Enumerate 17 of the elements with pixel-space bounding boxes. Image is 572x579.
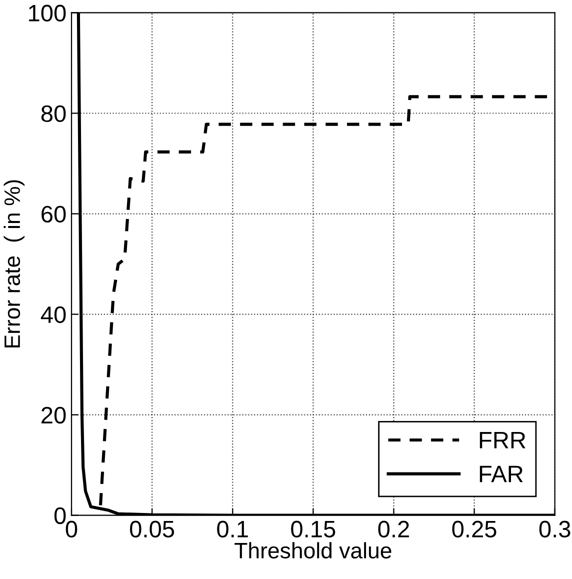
y-tick-label: 0 — [54, 507, 66, 524]
x-tick-label: 0.3 — [539, 520, 570, 538]
x-tick-label: 0.2 — [378, 520, 409, 538]
y-axis-title: Error rate ( in %) — [4, 180, 24, 348]
x-tick-label: 0.15 — [291, 520, 336, 538]
legend-label: FAR — [480, 466, 523, 482]
x-axis-title: Threshold value — [234, 542, 392, 559]
x-tick-label: 0.05 — [130, 520, 174, 538]
x-tick-label: 0.25 — [452, 520, 496, 538]
legend-label: FRR — [480, 432, 526, 448]
y-tick-label: 100 — [29, 4, 66, 22]
y-tick-label: 60 — [42, 206, 66, 223]
y-tick-label: 80 — [41, 105, 66, 122]
y-tick-label: 20 — [42, 406, 66, 424]
x-tick-label: 0.1 — [217, 520, 248, 538]
x-tick-label: 0 — [66, 520, 78, 538]
y-tick-label: 40 — [40, 306, 66, 324]
